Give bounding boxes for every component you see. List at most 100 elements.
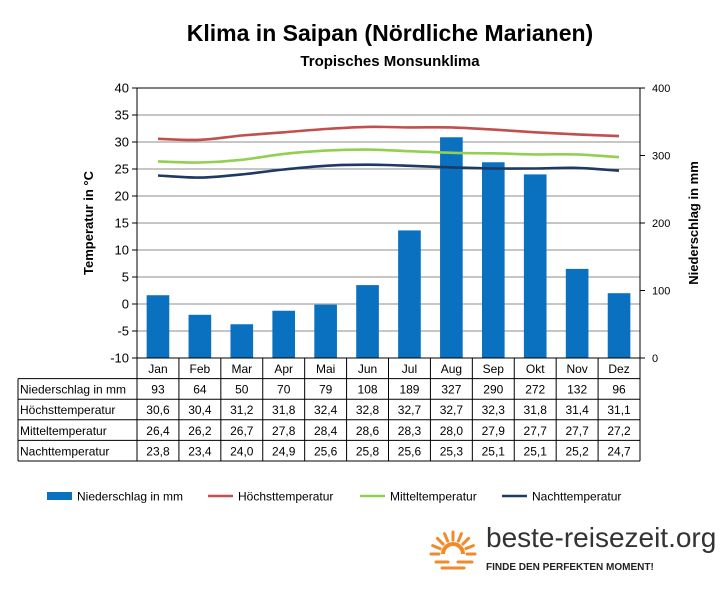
table-cell: 96 (612, 383, 626, 397)
bar-jul (398, 230, 421, 358)
category-label-nov: Nov (566, 362, 587, 376)
line-h-chsttemperatur (157, 125, 620, 142)
bar-feb (188, 314, 212, 358)
category-label-jun: Jun (358, 362, 377, 376)
table-cell: 25,8 (356, 444, 380, 458)
table-cell: 24,7 (607, 444, 631, 458)
category-label-feb: Feb (190, 362, 211, 376)
brand-logo: beste-reisezeit.org FINDE DEN PERFEKTEN … (428, 520, 718, 582)
sun-icon (429, 530, 477, 570)
bar-okt (523, 174, 547, 358)
table-cell: 290 (483, 383, 503, 397)
legend: Niederschlag in mm Höchsttemperatur Mittel… (47, 490, 621, 504)
table-cell: 28,0 (440, 424, 464, 438)
category-label-dez: Dez (608, 362, 629, 376)
line-nachttemperatur (157, 163, 620, 179)
legend-label-h-chsttemperatur: Höchsttemperatur (238, 490, 333, 504)
y-axis-left-label: Temperatur in °C (81, 170, 96, 275)
table-cell: 189 (399, 383, 419, 397)
table-cell: 93 (151, 383, 165, 397)
category-label-sep: Sep (483, 362, 505, 376)
table-cell: 31,8 (272, 403, 296, 417)
brand-slogan: FINDE DEN PERFEKTEN MOMENT! (486, 562, 654, 573)
grid (137, 87, 640, 359)
bar-mai (314, 304, 337, 358)
table-cell: 26,2 (188, 424, 212, 438)
row-label-mitteltemperatur: Mitteltemperatur (20, 424, 107, 438)
y-left-tick-label: 0 (122, 297, 129, 312)
y-left-tick-label: 5 (122, 270, 129, 285)
table-cell: 27,7 (524, 424, 548, 438)
table-cell: 31,4 (565, 403, 589, 417)
sun-ray (464, 544, 475, 551)
sun-ray (431, 544, 442, 551)
bar-jan (146, 295, 170, 358)
category-label-okt: Okt (526, 362, 545, 376)
table-cell: 27,8 (272, 424, 296, 438)
table-cell: 32,7 (440, 403, 464, 417)
table-cell: 31,8 (524, 403, 548, 417)
y-left-tick-label: 25 (115, 162, 129, 177)
table-cell: 32,7 (398, 403, 422, 417)
legend-label-nachttemperatur: Nachttemperatur (532, 490, 621, 504)
table-cell: 25,6 (314, 444, 338, 458)
table-cell: 32,8 (356, 403, 380, 417)
table-cell: 31,1 (607, 403, 631, 417)
category-label-apr: Apr (274, 362, 293, 376)
category-label-jul: Jul (402, 362, 417, 376)
table-cell: 64 (193, 383, 207, 397)
y-right-tick-label: 200 (652, 218, 670, 230)
table-cell: 25,1 (524, 444, 548, 458)
y-axis-right-label: Niederschlag in mm (686, 161, 701, 285)
y-left-tick-label: 30 (115, 135, 129, 150)
y-right-tick-label: 0 (652, 353, 658, 365)
bar-aug (440, 137, 463, 358)
table-cell: 23,4 (188, 444, 212, 458)
table-cell: 28,6 (356, 424, 380, 438)
data-table: Jan Feb Mar Apr Mai Jun Jul Aug Sep Okt Nov Dez Nied… (17, 357, 641, 462)
table-cell: 108 (358, 383, 378, 397)
table-cell: 32,4 (314, 403, 338, 417)
y-left-tick-label: 15 (115, 216, 129, 231)
y-left-tick-label: -5 (117, 324, 129, 339)
y-left-tick-label: 35 (115, 108, 129, 123)
table-cell: 31,2 (230, 403, 254, 417)
sun-ray (461, 536, 471, 546)
legend-swatch-niederschlag-in-mm (47, 492, 72, 500)
bar-nov (565, 268, 589, 358)
row-label-nachttemperatur: Nachttemperatur (20, 444, 109, 458)
table-cell: 30,6 (146, 403, 170, 417)
table-cell: 28,4 (314, 424, 338, 438)
table-cell: 50 (235, 383, 249, 397)
bar-dez (607, 293, 631, 358)
table-cell: 79 (319, 383, 333, 397)
table-cell: 24,0 (230, 444, 254, 458)
category-label-mai: Mai (316, 362, 335, 376)
temperature-lines (157, 125, 620, 179)
line-mitteltemperatur (157, 148, 620, 164)
table-cell: 25,2 (565, 444, 589, 458)
sun-ray (435, 536, 445, 546)
table-cell: 27,7 (565, 424, 589, 438)
table-cell: 27,9 (482, 424, 506, 438)
y-right-tick-label: 100 (652, 286, 670, 298)
legend-label-mitteltemperatur: Mitteltemperatur (390, 490, 477, 504)
row-label-h-chsttemperatur: Höchsttemperatur (20, 403, 115, 417)
chart-title: Klima in Saipan (Nördliche Marianen) (187, 20, 593, 46)
table-cell: 24,9 (272, 444, 296, 458)
y-left-tick-label: 10 (115, 243, 129, 258)
bar-sep (481, 162, 505, 358)
brand-name: beste-reisezeit.org (486, 522, 717, 553)
bar-mar (230, 324, 254, 358)
y-right-tick-label: 400 (652, 83, 670, 95)
table-cell: 23,8 (146, 444, 170, 458)
table-cell: 32,3 (482, 403, 506, 417)
table-cell: 70 (277, 383, 291, 397)
sun-ray (443, 532, 450, 543)
table-cell: 30,4 (188, 403, 212, 417)
precipitation-bars (146, 137, 631, 358)
y-left-tick-label: 20 (115, 189, 129, 204)
category-label-aug: Aug (441, 362, 462, 376)
